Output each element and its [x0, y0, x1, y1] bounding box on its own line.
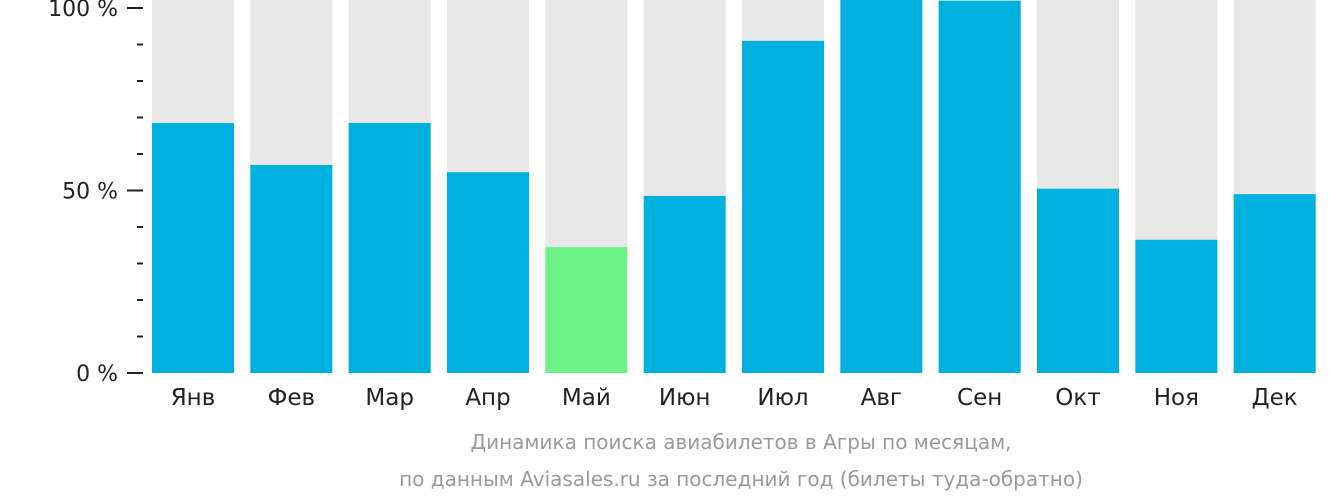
x-tick-label: Дек: [1252, 385, 1298, 411]
bar-9[interactable]: [938, 0, 1021, 373]
bar-7[interactable]: [742, 40, 824, 373]
x-tick-label: Ноя: [1154, 385, 1199, 411]
chart-caption-line-2: по данным Aviasales.ru за последний год …: [399, 467, 1083, 491]
y-tick-label: 0 %: [76, 362, 118, 387]
y-axis: 0 % 50 % 100 %: [48, 0, 143, 387]
bar-10[interactable]: [1037, 188, 1119, 373]
data-bars: [152, 0, 1316, 373]
x-axis-labels: Янв Фев Мар Апр Май Июн Июл Авг Сен Окт Ноя Дек: [171, 385, 1298, 411]
bar-8[interactable]: [840, 0, 923, 373]
bar-2[interactable]: [250, 164, 333, 373]
x-tick-label: Мар: [365, 385, 414, 411]
x-tick-label: Апр: [465, 385, 510, 411]
x-tick-label: Янв: [171, 385, 216, 411]
bar-5[interactable]: [545, 247, 628, 373]
bar-11[interactable]: [1135, 239, 1218, 373]
x-tick-label: Июн: [659, 385, 711, 411]
y-tick-label: 50 %: [62, 180, 118, 205]
chart-caption-line-1: Динамика поиска авиабилетов в Агры по ме…: [470, 430, 1012, 454]
x-tick-label: Сен: [957, 385, 1002, 411]
bar-6[interactable]: [643, 195, 726, 373]
bar-4[interactable]: [447, 172, 529, 373]
x-tick-label: Окт: [1055, 385, 1100, 411]
x-tick-label: Май: [562, 385, 611, 411]
bar-12[interactable]: [1233, 194, 1316, 373]
y-tick-label: 100 %: [48, 0, 118, 22]
x-tick-label: Фев: [268, 385, 316, 411]
bar-1[interactable]: [152, 122, 234, 373]
x-tick-label: Авг: [861, 385, 902, 411]
bar-3[interactable]: [348, 122, 431, 373]
x-tick-label: Июл: [757, 385, 808, 411]
